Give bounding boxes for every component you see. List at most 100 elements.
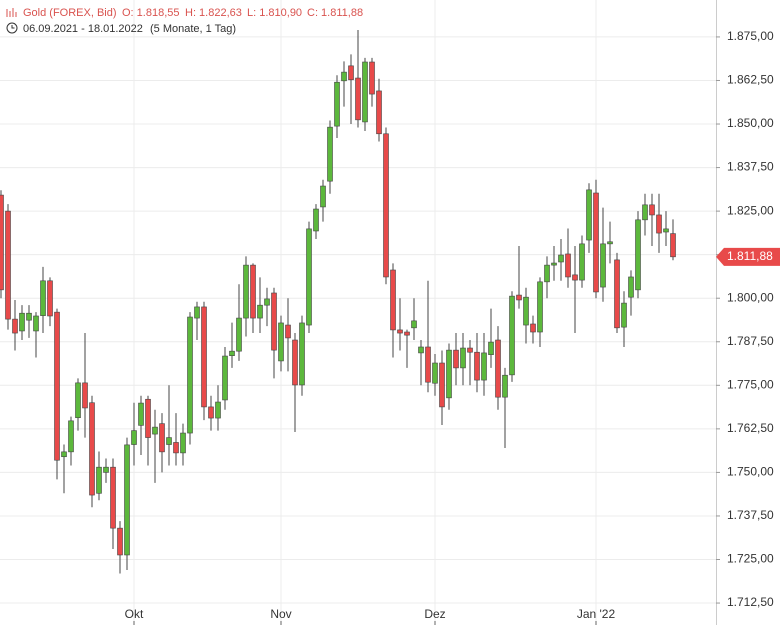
candle-body: [173, 442, 179, 454]
candle-body: [138, 402, 144, 426]
x-tick-label: Okt: [125, 607, 144, 621]
candle-body: [82, 382, 88, 409]
candle-body: [75, 382, 81, 419]
candle-body: [103, 466, 109, 473]
y-tick-label: 1.775,00: [727, 377, 774, 391]
candle-body: [509, 295, 515, 376]
candle-body: [418, 346, 424, 354]
candle-body: [33, 315, 39, 332]
candle-body: [243, 264, 249, 319]
candle-body: [54, 311, 60, 461]
y-tick-label: 1.737,50: [727, 508, 774, 522]
y-tick-label: 1.800,00: [727, 290, 774, 304]
candle-body: [614, 259, 620, 329]
chart-title: Gold (FOREX, Bid): [23, 7, 117, 19]
candle-body: [215, 401, 221, 419]
clock-icon: [6, 22, 18, 34]
candle-body: [558, 254, 564, 263]
candle-body: [467, 347, 473, 353]
candle-body: [327, 126, 333, 182]
last-price-label: 1.811,88: [727, 249, 773, 263]
candle-body: [404, 331, 410, 336]
candle-body: [313, 208, 319, 232]
header: Gold (FOREX, Bid) O: 1.818,55 H: 1.822,6…: [6, 7, 363, 35]
candle-body: [537, 281, 543, 333]
candle-body: [250, 264, 256, 319]
candle-body: [285, 324, 291, 339]
candle-body: [586, 189, 592, 241]
candle-body: [257, 304, 263, 319]
candle-body: [376, 90, 382, 135]
candle-body: [124, 444, 130, 556]
y-tick-label: 1.712,50: [727, 595, 774, 609]
x-tick-label: Nov: [270, 607, 291, 621]
candle-body: [222, 355, 228, 401]
candle-body: [201, 306, 207, 408]
summary-low: L: 1.810,90: [247, 7, 302, 19]
last-price-tag: [716, 247, 780, 266]
candle-body: [446, 349, 452, 399]
clock-hands: [11, 25, 15, 29]
candle-body: [26, 312, 32, 321]
candle-body: [488, 341, 494, 355]
candle-body: [579, 243, 585, 281]
y-tick-label: 1.750,00: [727, 465, 774, 479]
candle-body: [264, 298, 270, 306]
candle-body: [642, 204, 648, 221]
candle-body: [159, 423, 165, 453]
candle-body: [12, 318, 18, 334]
candle-body: [166, 437, 172, 445]
candle-body: [362, 61, 368, 123]
candle-body: [565, 253, 571, 278]
y-tick-label: 1.862,50: [727, 73, 774, 87]
candle-body: [180, 432, 186, 454]
chart-icon: [6, 8, 17, 17]
candle-body: [656, 214, 662, 234]
candle-body: [649, 204, 655, 216]
candle-body: [187, 316, 193, 434]
candle-body: [502, 374, 508, 398]
candle-body: [341, 71, 347, 82]
candle-body: [383, 133, 389, 278]
candle-body: [551, 262, 557, 266]
candle-body: [292, 339, 298, 386]
candle-body: [194, 306, 200, 319]
candle-body: [0, 194, 4, 291]
candle-body: [460, 347, 466, 369]
candle-body: [397, 329, 403, 334]
candle-body: [334, 81, 340, 127]
candle-body: [481, 352, 487, 381]
candle-body: [208, 406, 214, 419]
summary-close: C: 1.811,88: [307, 7, 363, 19]
y-tick-label: 1.787,50: [727, 334, 774, 348]
candle-body: [355, 77, 361, 121]
candle-body: [600, 243, 606, 288]
candle-body: [432, 362, 438, 384]
candle-body: [425, 346, 431, 383]
candle-body: [306, 228, 312, 326]
y-tick-label: 1.850,00: [727, 116, 774, 130]
candle-body: [5, 210, 11, 320]
candle-body: [635, 219, 641, 291]
candle-body: [369, 61, 375, 95]
candle-body: [572, 274, 578, 281]
candle-body: [411, 320, 417, 329]
y-tick-label: 1.837,50: [727, 160, 774, 174]
candle-body: [61, 451, 67, 458]
summary-high: H: 1.822,63: [185, 7, 242, 19]
candle-body: [299, 322, 305, 386]
candle-body: [670, 233, 676, 258]
period: (5 Monate, 1 Tag): [150, 23, 236, 35]
candle-body: [530, 323, 536, 333]
candle-body: [453, 349, 459, 369]
candle-body: [593, 192, 599, 293]
candle-body: [495, 339, 501, 398]
candle-body: [390, 269, 396, 331]
summary-open: O: 1.818,55: [122, 7, 180, 19]
y-tick-label: 1.875,00: [727, 29, 774, 43]
candle-body: [96, 466, 102, 494]
candle-body: [523, 296, 529, 326]
y-tick-label: 1.762,50: [727, 421, 774, 435]
candle-body: [110, 466, 116, 529]
candle-body: [516, 294, 522, 301]
